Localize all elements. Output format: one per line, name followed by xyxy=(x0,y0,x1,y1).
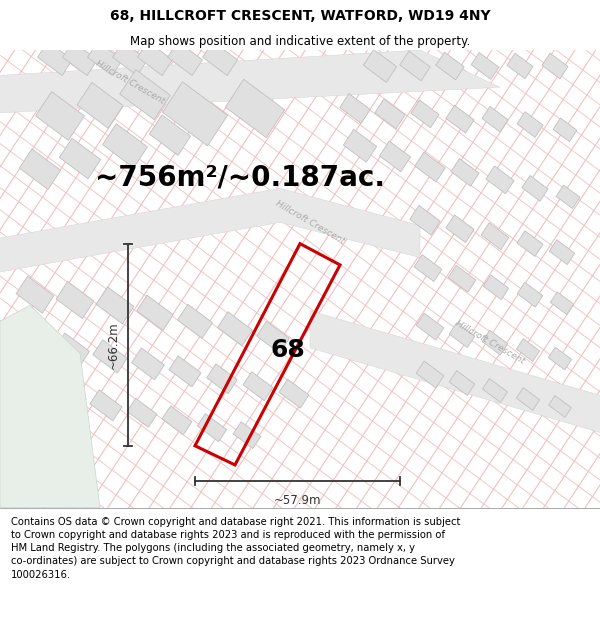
Text: Map shows position and indicative extent of the property.: Map shows position and indicative extent… xyxy=(130,35,470,48)
Text: ~66.2m: ~66.2m xyxy=(107,321,120,369)
Polygon shape xyxy=(507,53,533,79)
Text: ~756m²/~0.187ac.: ~756m²/~0.187ac. xyxy=(95,164,385,192)
Polygon shape xyxy=(340,94,370,123)
Polygon shape xyxy=(482,379,508,402)
Polygon shape xyxy=(548,396,571,418)
Polygon shape xyxy=(379,141,410,172)
Polygon shape xyxy=(0,50,500,114)
Polygon shape xyxy=(471,52,499,79)
Polygon shape xyxy=(38,41,73,76)
Text: Hillcroft Crescent: Hillcroft Crescent xyxy=(274,199,346,246)
Polygon shape xyxy=(436,52,464,80)
Polygon shape xyxy=(548,348,572,370)
Polygon shape xyxy=(451,159,479,186)
Polygon shape xyxy=(411,100,439,127)
Polygon shape xyxy=(375,99,405,129)
Polygon shape xyxy=(542,53,568,79)
Polygon shape xyxy=(486,166,514,194)
Polygon shape xyxy=(233,422,261,449)
Polygon shape xyxy=(257,321,289,353)
Polygon shape xyxy=(59,138,101,179)
Polygon shape xyxy=(0,306,100,508)
Polygon shape xyxy=(16,276,54,313)
Polygon shape xyxy=(137,295,173,331)
Polygon shape xyxy=(163,82,227,146)
Polygon shape xyxy=(517,339,539,361)
Polygon shape xyxy=(167,41,202,76)
Polygon shape xyxy=(243,372,273,401)
Text: 68: 68 xyxy=(270,338,305,361)
Polygon shape xyxy=(103,124,148,168)
Polygon shape xyxy=(203,41,238,76)
Polygon shape xyxy=(414,254,442,281)
Text: 68, HILLCROFT CRESCENT, WATFORD, WD19 4NY: 68, HILLCROFT CRESCENT, WATFORD, WD19 4N… xyxy=(110,9,490,23)
Polygon shape xyxy=(19,374,52,406)
Polygon shape xyxy=(197,414,227,442)
Text: Hillcroft Crescent: Hillcroft Crescent xyxy=(454,319,526,366)
Polygon shape xyxy=(556,185,580,209)
Polygon shape xyxy=(517,231,543,256)
Polygon shape xyxy=(279,379,309,408)
Polygon shape xyxy=(416,313,444,340)
Polygon shape xyxy=(137,41,172,76)
Polygon shape xyxy=(162,406,192,435)
Polygon shape xyxy=(416,361,444,388)
Polygon shape xyxy=(55,333,89,367)
Polygon shape xyxy=(446,215,474,242)
Polygon shape xyxy=(90,390,122,421)
Polygon shape xyxy=(483,275,509,299)
Polygon shape xyxy=(522,176,548,201)
Polygon shape xyxy=(482,106,508,132)
Polygon shape xyxy=(17,326,52,359)
Polygon shape xyxy=(19,149,61,189)
Polygon shape xyxy=(449,371,475,396)
Polygon shape xyxy=(127,398,157,428)
Polygon shape xyxy=(54,382,86,413)
Polygon shape xyxy=(517,112,543,138)
Polygon shape xyxy=(77,82,123,128)
Polygon shape xyxy=(62,41,97,76)
Polygon shape xyxy=(517,282,543,307)
Polygon shape xyxy=(218,312,253,346)
Polygon shape xyxy=(549,240,575,264)
Polygon shape xyxy=(131,348,164,380)
Text: Contains OS data © Crown copyright and database right 2021. This information is : Contains OS data © Crown copyright and d… xyxy=(11,517,460,580)
Polygon shape xyxy=(178,304,212,338)
Polygon shape xyxy=(364,49,397,82)
Polygon shape xyxy=(482,330,508,355)
Polygon shape xyxy=(113,41,148,76)
Polygon shape xyxy=(120,69,170,120)
Text: ~57.9m: ~57.9m xyxy=(274,494,321,507)
Polygon shape xyxy=(517,388,539,410)
Polygon shape xyxy=(449,322,475,348)
Polygon shape xyxy=(550,292,574,314)
Polygon shape xyxy=(35,91,85,141)
Polygon shape xyxy=(481,222,509,249)
Polygon shape xyxy=(207,364,237,394)
Polygon shape xyxy=(410,206,440,235)
Polygon shape xyxy=(96,287,134,324)
Polygon shape xyxy=(343,129,377,162)
Polygon shape xyxy=(0,188,420,276)
Polygon shape xyxy=(56,281,94,319)
Text: Hillcroft Crescent: Hillcroft Crescent xyxy=(94,59,166,106)
Polygon shape xyxy=(310,311,600,438)
Polygon shape xyxy=(553,118,577,142)
Polygon shape xyxy=(446,105,474,133)
Polygon shape xyxy=(400,51,430,81)
Polygon shape xyxy=(448,266,476,292)
Polygon shape xyxy=(415,152,445,182)
Polygon shape xyxy=(88,41,122,76)
Polygon shape xyxy=(226,79,284,138)
Polygon shape xyxy=(149,115,191,156)
Polygon shape xyxy=(169,356,201,387)
Polygon shape xyxy=(93,340,127,373)
